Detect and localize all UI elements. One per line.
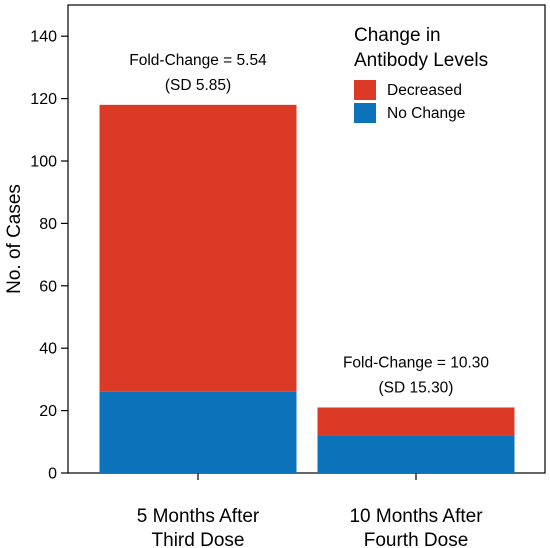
fold-change-annotation: Fold-Change = 5.54: [129, 52, 267, 69]
legend-title: Antibody Levels: [354, 50, 488, 71]
y-tick-label: 100: [30, 154, 57, 171]
plot-frame: [67, 4, 546, 474]
legend-title: Change in: [354, 25, 441, 46]
bar-1-no-change: [99, 391, 297, 473]
fold-change-annotation: (SD 15.30): [379, 379, 454, 396]
fold-change-annotation: (SD 5.85): [165, 77, 231, 94]
x-category-label: 10 Months After: [349, 506, 483, 527]
y-tick-label: 140: [30, 29, 57, 46]
legend-swatch-no-change: [354, 103, 376, 123]
bar-2-decreased: [317, 407, 515, 436]
y-tick-label: 60: [39, 278, 57, 295]
x-category-label: Fourth Dose: [364, 530, 469, 548]
y-axis-title: No. of Cases: [4, 184, 25, 294]
y-tick-label: 20: [39, 403, 57, 420]
legend-swatch-decreased: [354, 80, 376, 100]
y-tick-label: 80: [39, 216, 57, 233]
y-tick-label: 120: [30, 91, 57, 108]
bar-2-no-change: [317, 435, 515, 473]
y-tick-label: 0: [48, 466, 57, 483]
x-category-label: 5 Months After: [137, 506, 260, 527]
legend-label: Decreased: [387, 82, 462, 99]
fold-change-annotation: Fold-Change = 10.30: [343, 354, 489, 371]
legend-label: No Change: [387, 105, 465, 122]
y-tick-label: 40: [39, 341, 57, 358]
x-category-label: Third Dose: [152, 530, 245, 548]
bar-1-decreased: [99, 104, 297, 392]
